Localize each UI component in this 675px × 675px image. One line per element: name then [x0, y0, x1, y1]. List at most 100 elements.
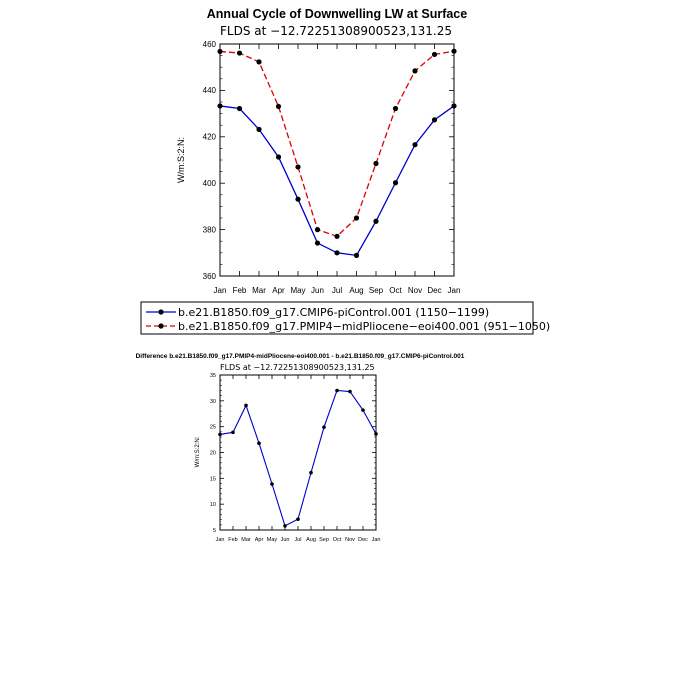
- series-1-point: [373, 160, 379, 167]
- x-tick-label: Nov: [345, 537, 355, 543]
- series-1-point: [217, 48, 223, 55]
- top-chart-subtitle: FLDS at −12.72251308900523,131.25: [220, 24, 452, 38]
- top-chart-title: Annual Cycle of Downwelling LW at Surfac…: [207, 7, 467, 21]
- x-tick-label: Apr: [255, 537, 264, 543]
- series-0-point: [451, 103, 457, 109]
- series-0-point: [412, 142, 418, 148]
- series-1-point: [412, 68, 418, 74]
- top-chart-series: [217, 48, 457, 258]
- y-tick-label: 380: [203, 225, 217, 234]
- x-tick-label: Mar: [241, 537, 251, 543]
- x-tick-label: Jan: [216, 537, 225, 543]
- legend-marker-1: [158, 323, 164, 329]
- top-chart-axes: Jan Feb Mar Apr May Jun Jul Aug Sep Oct Nov Dec Jan 3…: [203, 40, 461, 295]
- y-tick-label: 360: [203, 272, 217, 281]
- series-0-point: [348, 389, 352, 394]
- x-tick-label: Feb: [233, 286, 247, 295]
- x-tick-label: Jun: [311, 286, 324, 295]
- series-0-point: [218, 432, 222, 437]
- series-0-point: [295, 196, 301, 202]
- series-line-0: [219, 105, 455, 257]
- bottom-chart-series: [218, 388, 378, 528]
- bottom-chart-frame: [219, 374, 377, 531]
- bottom-chart-ylabel: W/m:S:2:N:: [195, 436, 201, 467]
- y-tick-label: 420: [203, 133, 217, 142]
- y-tick-label: 15: [210, 476, 216, 482]
- bottom-chart-axes: Jan Feb Mar Apr May Jun Jul Aug Sep Oct Nov Dec Jan5…: [210, 373, 381, 543]
- series-0-point: [244, 403, 248, 408]
- bottom-chart-title: Difference b.e21.B1850.f09_g17.PMIP4-mid…: [136, 353, 465, 360]
- series-0-point: [334, 250, 340, 256]
- series-0-point: [217, 103, 223, 109]
- x-tick-label: Oct: [333, 537, 342, 543]
- series-0-point: [236, 105, 243, 112]
- y-tick-label: 10: [210, 502, 216, 508]
- series-1-point: [275, 103, 282, 110]
- x-tick-label: Sep: [369, 286, 384, 295]
- series-1-point: [392, 105, 399, 112]
- series-0-point: [361, 408, 365, 412]
- series-0-point: [431, 117, 438, 123]
- top-chart-ylabel: W/m:S:2:N:: [176, 137, 186, 183]
- bottom-chart-subtitle: FLDS at −12.72251308900523,131.25: [220, 363, 375, 372]
- y-tick-label: 400: [203, 179, 217, 188]
- y-tick-label: 460: [203, 40, 217, 49]
- series-1-point: [353, 215, 360, 221]
- x-tick-label: Jul: [332, 286, 342, 295]
- x-tick-label: Jan: [214, 286, 227, 295]
- x-tick-label: Apr: [272, 286, 285, 295]
- x-tick-label: Jun: [281, 537, 290, 543]
- y-tick-label: 25: [210, 425, 216, 431]
- x-tick-label: Feb: [228, 537, 237, 543]
- y-tick-label: 440: [203, 86, 217, 95]
- series-1-point: [451, 48, 457, 54]
- x-tick-label: Oct: [389, 286, 402, 295]
- series-1-point: [256, 59, 262, 65]
- x-tick-label: Jul: [294, 537, 301, 543]
- x-tick-label: Jan: [448, 286, 461, 295]
- y-tick-label: 5: [213, 528, 216, 534]
- legend-box: [140, 301, 534, 335]
- series-1-point: [314, 227, 321, 233]
- series-0-point: [231, 430, 235, 435]
- series-0-point: [256, 126, 262, 132]
- x-tick-label: Aug: [349, 286, 363, 295]
- top-chart-frame: [219, 43, 455, 277]
- series-1-point: [334, 233, 340, 239]
- legend-label-0: b.e21.B1850.f09_g17.CMIP6-piControl.001 …: [178, 306, 489, 319]
- y-tick-label: 35: [210, 373, 216, 379]
- series-0-point: [353, 252, 360, 258]
- series-line-1: [219, 50, 455, 238]
- series-0-point: [322, 425, 326, 429]
- x-tick-label: Mar: [252, 286, 266, 295]
- x-tick-label: Jan: [372, 537, 381, 543]
- x-tick-label: Aug: [306, 537, 316, 543]
- top-chart-legend: b.e21.B1850.f09_g17.CMIP6-piControl.001 …: [140, 301, 550, 335]
- x-tick-label: Nov: [408, 286, 422, 295]
- series-0-point: [373, 218, 379, 224]
- series-0-point: [296, 517, 300, 521]
- series-1-point: [236, 50, 243, 56]
- series-0-point: [283, 524, 287, 528]
- legend-marker-0: [158, 309, 164, 315]
- series-0-point: [309, 470, 313, 475]
- series-0-point: [335, 388, 339, 393]
- x-tick-label: May: [290, 286, 305, 295]
- series-0-point: [374, 432, 378, 436]
- series-0-point: [314, 240, 321, 246]
- bottom-chart: Difference b.e21.B1850.f09_g17.PMIP4-mid…: [136, 353, 465, 543]
- series-0-point: [270, 482, 274, 486]
- legend-label-1: b.e21.B1850.f09_g17.PMIP4−midPliocene−eo…: [178, 320, 550, 333]
- x-tick-label: Dec: [358, 537, 368, 543]
- top-chart: Annual Cycle of Downwelling LW at Surfac…: [176, 7, 467, 295]
- y-tick-label: 20: [210, 450, 216, 456]
- series-0-point: [392, 180, 399, 186]
- series-0-point: [257, 441, 261, 446]
- series-0-point: [275, 154, 282, 160]
- x-tick-label: Sep: [319, 537, 329, 543]
- series-1-point: [295, 164, 301, 170]
- series-1-point: [431, 51, 438, 58]
- series-line-0: [219, 389, 377, 527]
- y-tick-label: 30: [210, 399, 216, 405]
